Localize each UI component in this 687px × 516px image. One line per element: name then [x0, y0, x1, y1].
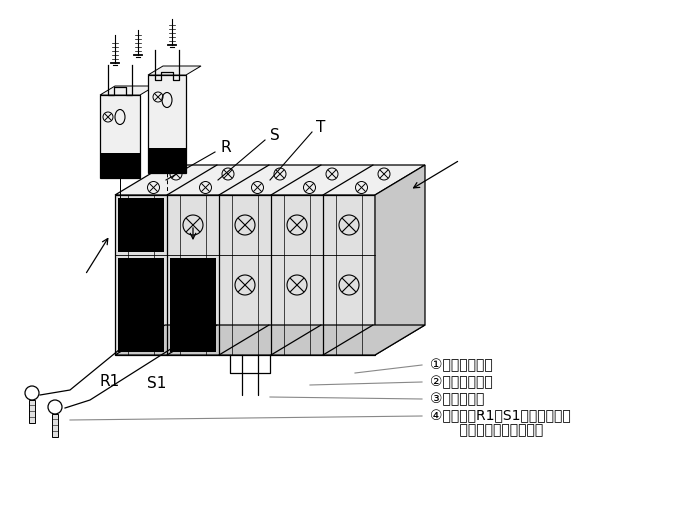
Text: S: S [270, 128, 280, 143]
Polygon shape [118, 258, 164, 352]
Polygon shape [115, 195, 375, 355]
Polygon shape [115, 165, 425, 195]
Polygon shape [100, 153, 140, 178]
Polygon shape [100, 86, 155, 95]
Polygon shape [148, 75, 186, 173]
Text: T: T [316, 121, 326, 136]
Polygon shape [115, 325, 425, 355]
Polygon shape [170, 258, 216, 352]
Text: ③取出短路片: ③取出短路片 [430, 392, 484, 406]
Polygon shape [100, 95, 140, 178]
Polygon shape [148, 66, 201, 75]
Polygon shape [29, 400, 35, 423]
Text: ②取出下排色丝: ②取出下排色丝 [430, 375, 493, 389]
Text: 输入侧的两相电源连接: 输入侧的两相电源连接 [442, 423, 543, 437]
Polygon shape [148, 148, 186, 173]
Polygon shape [118, 198, 164, 252]
Polygon shape [375, 165, 425, 355]
Polygon shape [52, 414, 58, 437]
Text: R: R [220, 140, 231, 155]
Text: R1: R1 [100, 375, 120, 390]
Text: ④用导线将R1、S1端子与断路器: ④用导线将R1、S1端子与断路器 [430, 409, 571, 423]
Text: ①拧松上排色丝: ①拧松上排色丝 [430, 358, 493, 372]
Text: S1: S1 [147, 376, 167, 391]
